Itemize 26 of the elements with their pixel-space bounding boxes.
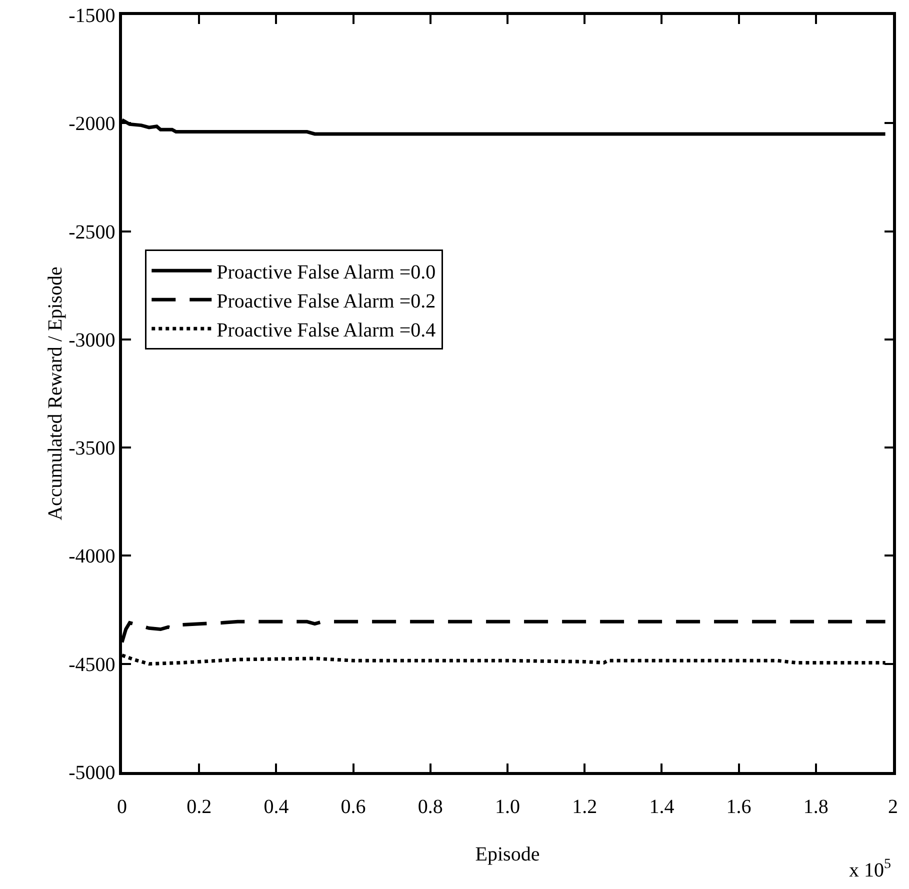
legend-label: Proactive False Alarm =0.4	[216, 319, 436, 342]
y-tick-label: -2000	[68, 113, 116, 136]
y-tick-label: -4000	[68, 546, 116, 568]
y-tick-label: -3500	[68, 438, 116, 460]
x-tick-label: 0	[117, 796, 127, 818]
y-tick-label: -1500	[68, 5, 116, 27]
x-tick-label: 0.2	[186, 796, 212, 818]
text: x 10$^{5}$	[849, 857, 891, 882]
x-tick-label: 1.8	[803, 796, 828, 818]
x-tick-label: 0.6	[340, 796, 366, 818]
y-tick-label: -5000	[68, 762, 116, 784]
y-tick-label: -3000	[68, 329, 116, 352]
x-axis-title: Episode	[475, 843, 540, 866]
x-tick-label: 1.4	[649, 796, 674, 818]
legend-label: Proactive False Alarm =0.2	[216, 290, 436, 312]
y-tick-label: -4500	[68, 654, 116, 676]
x-tick-label: 1.0	[495, 796, 520, 818]
y-tick-label: -2500	[68, 221, 116, 244]
x-tick-label: 1.2	[572, 796, 598, 818]
x-tick-label: 2	[888, 796, 898, 818]
x-tick-label: 0.8	[418, 796, 443, 818]
line-series	[122, 620, 888, 644]
y-axis-title: Accumulated Reward / Episode	[44, 266, 67, 520]
x-tick-label: 0.4	[264, 796, 289, 818]
x-tick-label: 1.6	[726, 796, 752, 818]
legend-label: Proactive False Alarm =0.0	[216, 261, 436, 284]
